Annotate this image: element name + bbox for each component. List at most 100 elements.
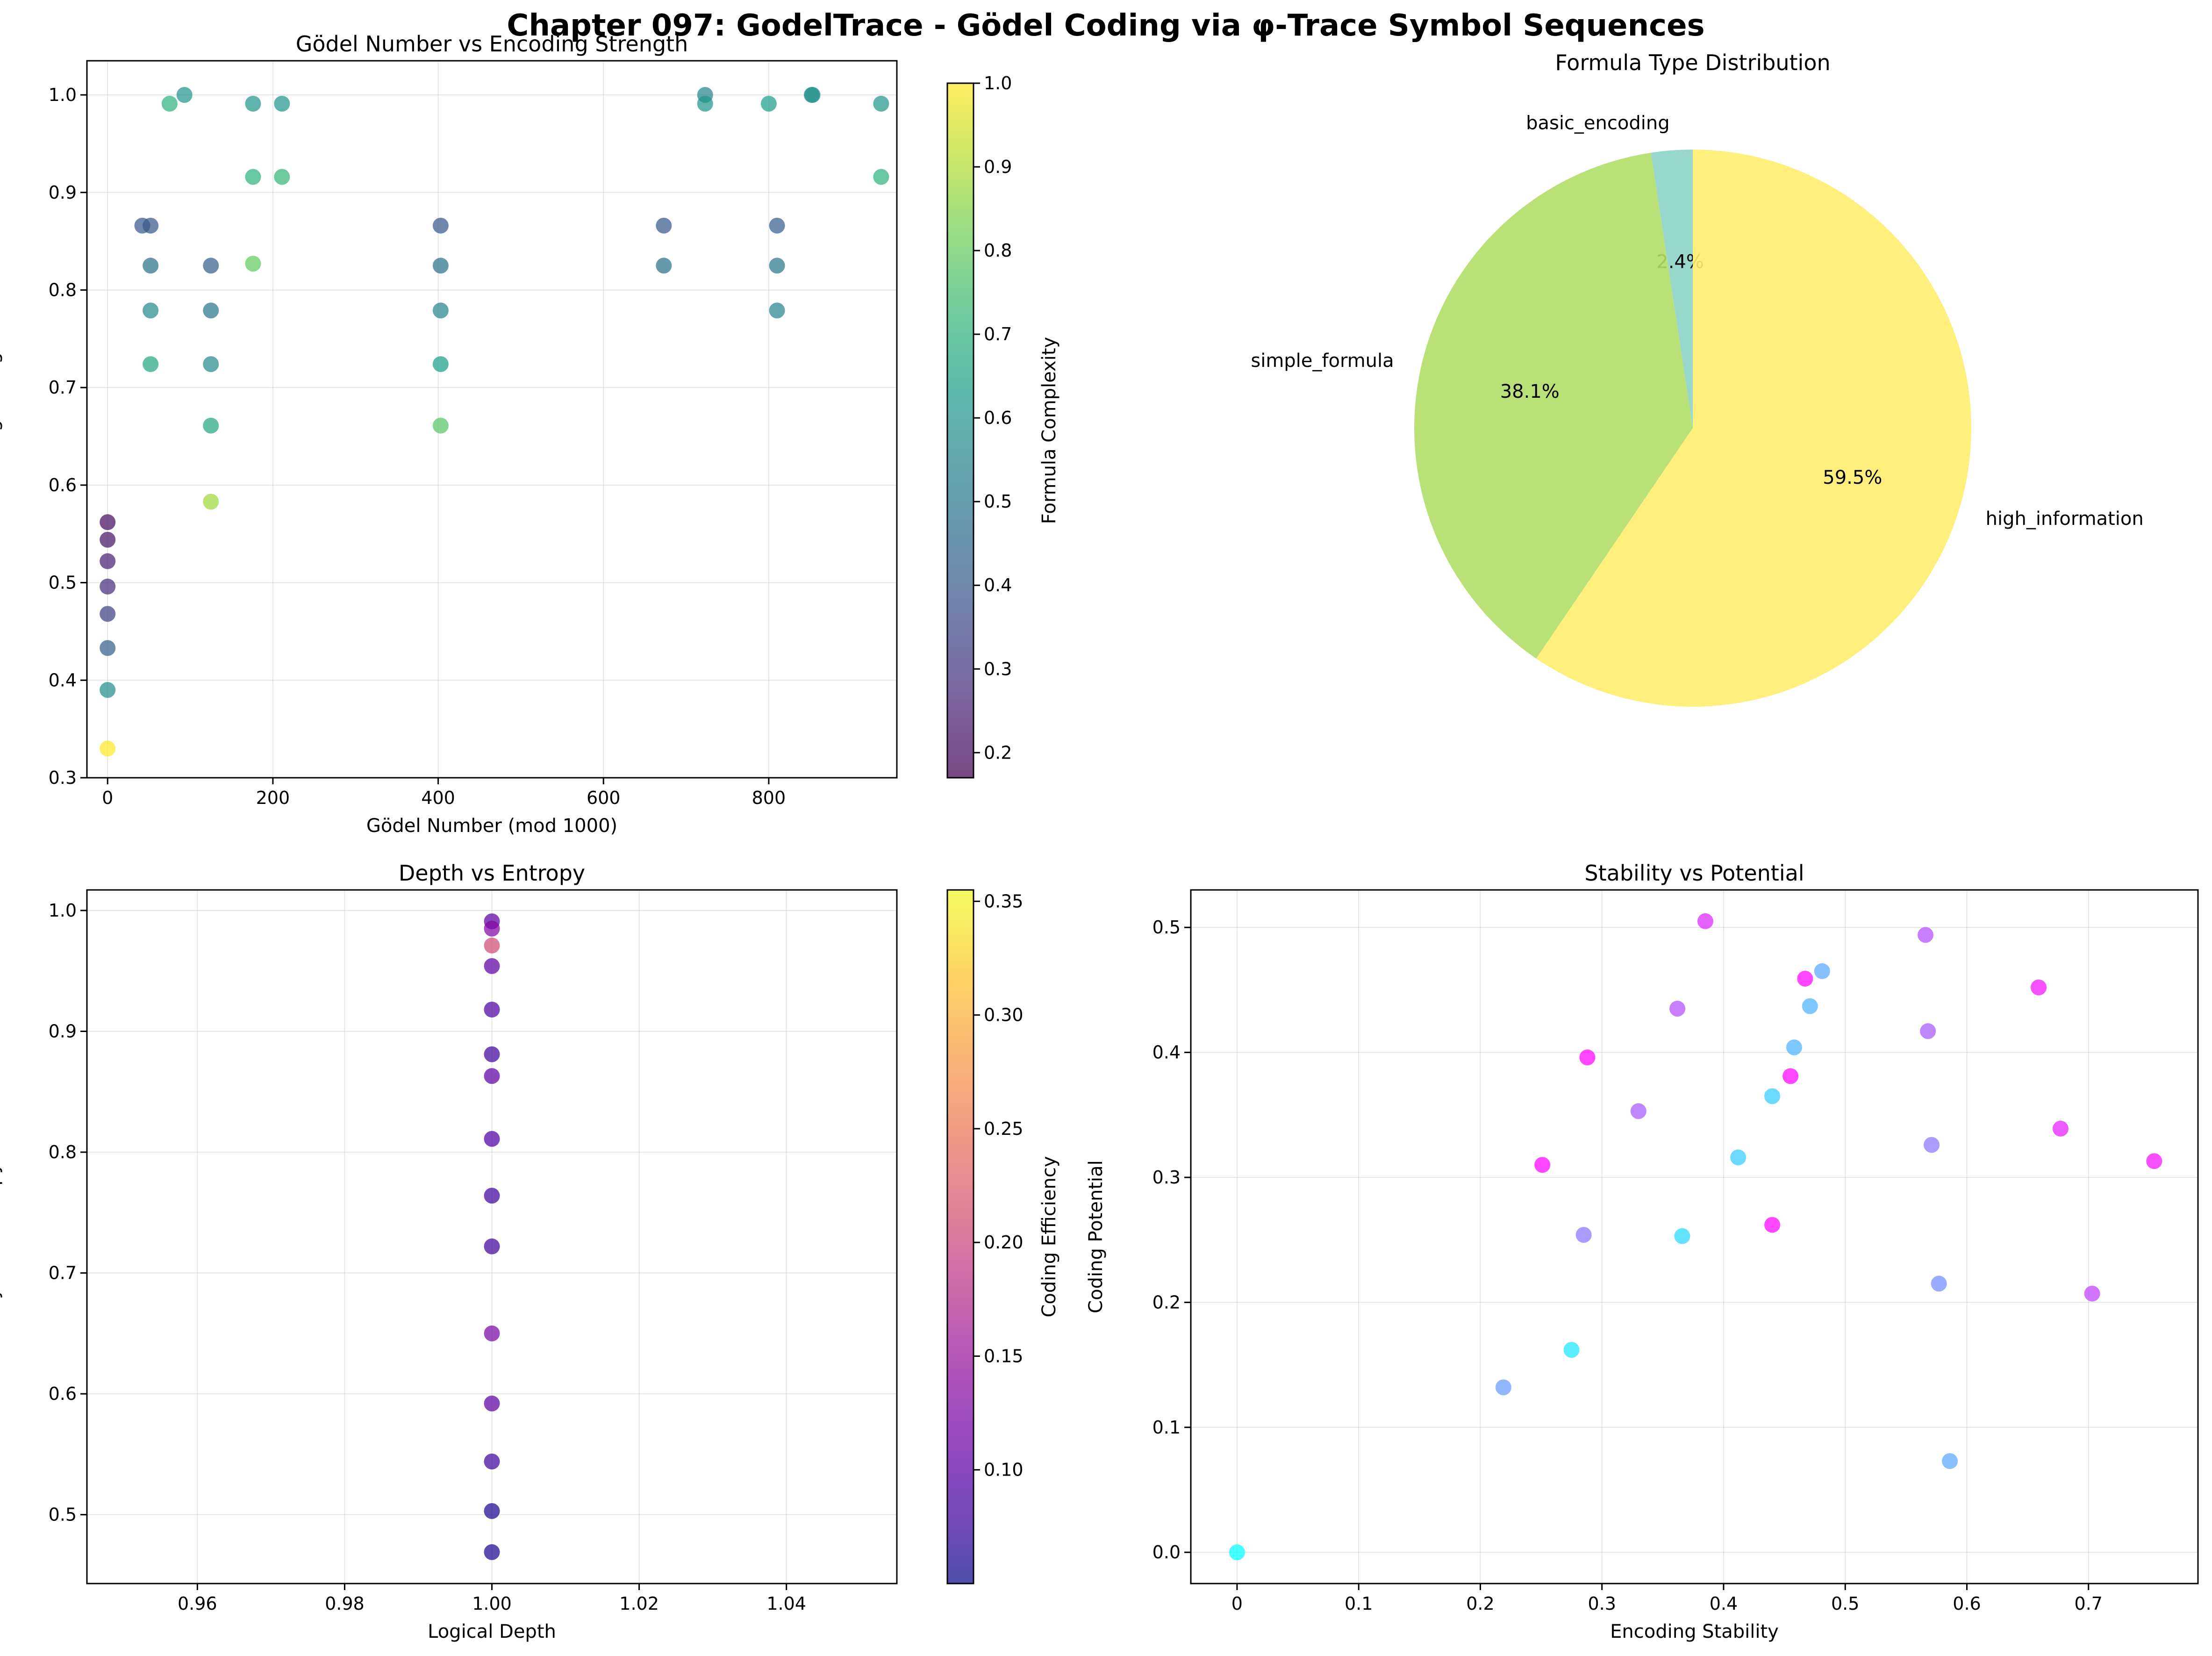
data-point	[1575, 1226, 1592, 1243]
data-point	[1802, 998, 1818, 1014]
data-point	[769, 217, 785, 234]
colorbar-tick-label: 0.30	[984, 1005, 1024, 1025]
data-point	[245, 95, 261, 112]
colorbar-tick-label: 0.4	[984, 575, 1012, 595]
x-tick-label: 0.1	[1345, 1593, 1373, 1614]
x-axis-label: Logical Depth	[428, 1621, 556, 1642]
y-tick-label: 1.0	[49, 900, 77, 921]
y-tick-label: 0.0	[1153, 1542, 1181, 1563]
x-tick-label: 1.02	[619, 1593, 659, 1614]
data-point	[484, 1068, 500, 1084]
data-point	[1797, 970, 1813, 987]
data-point	[432, 258, 449, 274]
x-axis-label: Gödel Number (mod 1000)	[366, 815, 617, 837]
data-point	[1931, 1276, 1947, 1292]
y-tick-label: 1.0	[49, 85, 77, 105]
data-point	[1674, 1228, 1690, 1244]
pie-slice	[1414, 152, 1693, 659]
y-tick-label: 0.7	[49, 377, 77, 398]
data-point	[100, 578, 116, 595]
pie-slice-percent: 59.5%	[1823, 467, 1882, 488]
axes-frame	[86, 60, 898, 779]
y-tick-label: 0.7	[49, 1263, 77, 1283]
y-tick-label: 0.6	[49, 475, 77, 495]
data-point	[760, 95, 777, 112]
data-point	[203, 356, 219, 373]
data-point	[143, 217, 159, 234]
y-tick-label: 0.1	[1153, 1417, 1181, 1438]
x-tick-label: 0.5	[1831, 1593, 1859, 1614]
y-tick-label: 0.8	[49, 1142, 77, 1162]
colorbar-tick-label: 0.8	[984, 240, 1012, 261]
data-point	[1942, 1453, 1958, 1469]
axes-title: Formula Type Distribution	[1555, 50, 1830, 75]
data-point	[484, 958, 500, 974]
data-point	[100, 531, 116, 548]
data-point	[1764, 1217, 1781, 1233]
data-point	[484, 1001, 500, 1018]
data-point	[769, 302, 785, 319]
x-tick-label: 600	[587, 788, 621, 808]
data-point	[1534, 1157, 1551, 1173]
axes-title: Gödel Number vs Encoding Strength	[296, 31, 688, 57]
data-point	[100, 606, 116, 622]
y-tick-label: 0.5	[49, 573, 77, 593]
data-point	[432, 356, 449, 373]
data-point	[100, 640, 116, 656]
y-tick-label: 0.9	[49, 1021, 77, 1041]
data-point	[656, 217, 672, 234]
pie-slice	[1651, 150, 1693, 428]
colorbar-frame	[946, 82, 974, 779]
data-point	[1495, 1379, 1511, 1396]
colorbar	[947, 83, 974, 778]
colorbar-tick-label: 0.5	[984, 491, 1012, 512]
x-tick-label: 0.7	[2075, 1593, 2103, 1614]
data-point	[873, 169, 889, 185]
data-point	[484, 1188, 500, 1204]
data-point	[432, 217, 449, 234]
data-point	[1563, 1341, 1580, 1358]
colorbar-label: Coding Efficiency	[1038, 1156, 1060, 1317]
y-tick-label: 0.5	[49, 1505, 77, 1525]
x-tick-label: 0	[102, 788, 113, 808]
data-point	[203, 258, 219, 274]
y-tick-label: 0.9	[49, 182, 77, 203]
figure-suptitle: Chapter 097: GodelTrace - Gödel Coding v…	[507, 8, 1704, 43]
pie-slice	[1536, 150, 1971, 707]
data-point	[100, 553, 116, 569]
y-tick-label: 0.4	[49, 670, 77, 690]
data-point	[1814, 963, 1830, 979]
y-tick-label: 0.5	[1153, 917, 1181, 938]
pie-slice-label: simple_formula	[1251, 350, 1394, 372]
data-point	[1924, 1137, 1940, 1153]
data-point	[432, 417, 449, 434]
colorbar-frame	[946, 889, 974, 1584]
data-point	[769, 258, 785, 274]
colorbar-tick-label: 0.3	[984, 659, 1012, 679]
axes-frame	[1190, 889, 2199, 1584]
colorbar-tick-label: 0.10	[984, 1460, 1024, 1480]
data-point	[484, 1325, 500, 1341]
data-point	[697, 95, 713, 112]
data-point	[873, 95, 889, 112]
x-tick-label: 0.4	[1710, 1593, 1738, 1614]
colorbar-tick-label: 0.6	[984, 408, 1012, 428]
x-tick-label: 200	[256, 788, 290, 808]
data-point	[432, 302, 449, 319]
x-tick-label: 1.04	[766, 1593, 806, 1614]
pie-formula-type-distribution: Formula Type Distributionbasic_encoding2…	[1251, 50, 2144, 707]
data-point	[484, 1395, 500, 1412]
data-point	[203, 494, 219, 510]
data-point	[161, 95, 178, 112]
data-point	[203, 417, 219, 434]
data-point	[1782, 1068, 1799, 1084]
data-point	[100, 514, 116, 530]
data-point	[484, 1544, 500, 1560]
colorbar-tick-label: 1.0	[984, 73, 1012, 93]
colorbar-tick-label: 0.7	[984, 324, 1012, 344]
x-tick-label: 0.98	[325, 1593, 365, 1614]
data-point	[1630, 1103, 1646, 1119]
colorbar-tick-label: 0.25	[984, 1118, 1024, 1139]
x-tick-label: 0.96	[178, 1593, 217, 1614]
